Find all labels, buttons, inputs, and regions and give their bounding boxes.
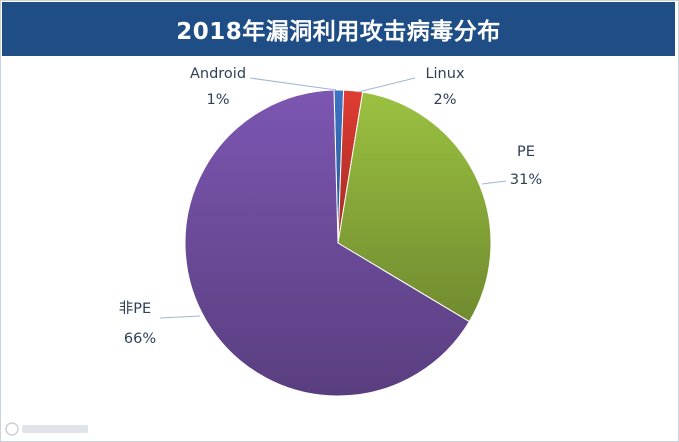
pie-slice-non-pe: [184, 89, 470, 397]
leader-line: [481, 180, 507, 185]
slice-category-label: Android: [190, 66, 246, 82]
slice-percent-label: 1%: [206, 92, 229, 108]
slice-percent-label: 66%: [124, 331, 156, 347]
pie-slice-pe: [337, 91, 492, 323]
leader-line: [159, 315, 201, 319]
slice-category-label: 非PE: [119, 300, 151, 317]
title-bar: 2018年漏洞利用攻击病毒分布: [2, 2, 675, 56]
chart-title: 2018年漏洞利用攻击病毒分布: [176, 19, 501, 45]
leader-line: [249, 77, 337, 91]
slice-percent-label: 2%: [433, 92, 456, 108]
slice-category-label: Linux: [425, 66, 464, 82]
slice-category-label: PE: [517, 144, 535, 160]
leader-line: [357, 77, 416, 93]
slice-percent-label: 31%: [510, 172, 542, 188]
watermark-logo: [5, 422, 88, 436]
